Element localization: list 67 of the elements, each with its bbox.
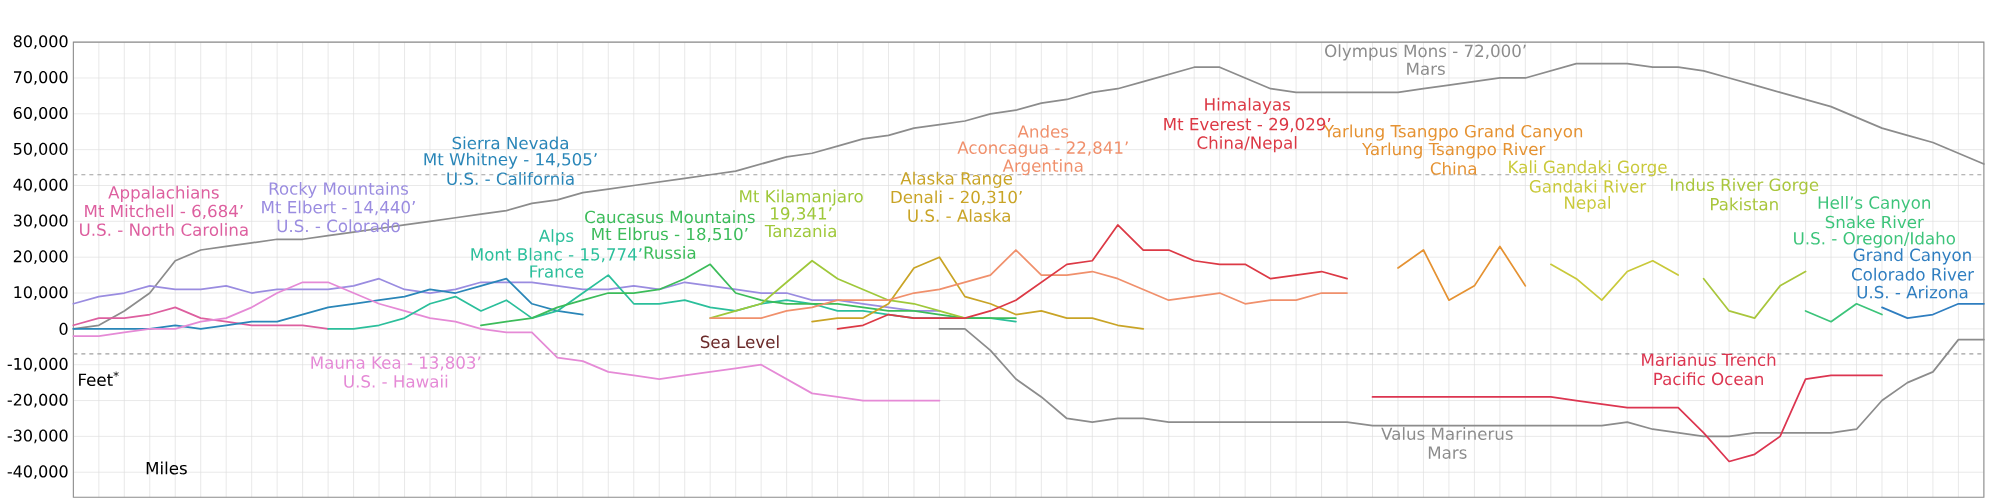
annotation: Nepal — [1565, 195, 1611, 213]
annotation: Caucasus Mountains — [585, 210, 755, 224]
annotation: Grand Canyon — [1853, 248, 1971, 265]
y-tick-label: 10,000 — [14, 286, 68, 300]
annotation: Rocky Mountains — [269, 181, 409, 199]
line-series — [1804, 302, 1883, 323]
annotation: Aconcagua - 22,841’ — [957, 141, 1128, 158]
annotation: Mt Elbrus - 18,510’ — [592, 227, 748, 242]
annotation: Marianus Trench — [1642, 353, 1776, 367]
annotation: Tanzania — [764, 224, 836, 238]
line-series — [1881, 302, 1985, 319]
annotation: Mars — [1428, 446, 1467, 459]
annotation: U.S. - Oregon/Idaho — [1794, 231, 1956, 248]
annotation: Kali Gandaki Gorge — [1509, 160, 1667, 177]
annotation: 19,341’ — [771, 207, 832, 222]
y-tick-label: 30,000 — [13, 214, 68, 229]
annotation: Himalayas — [1205, 97, 1291, 114]
y-tick-label: -30,000 — [7, 429, 68, 444]
x-axis-title: Miles — [146, 461, 187, 475]
y-tick-label: 0 — [59, 322, 68, 335]
y-tick-label: 70,000 — [13, 71, 68, 85]
annotation: U.S. - Hawaii — [344, 374, 448, 388]
annotation: U.S. - Arizona — [1857, 285, 1968, 299]
annotation: Valus Marinerus — [1381, 427, 1513, 441]
y-tick-label: 20,000 — [13, 250, 68, 265]
annotation: Pacific Ocean — [1654, 372, 1763, 386]
annotation: Hell’s Canyon — [1818, 195, 1931, 213]
annotation: U.S. - Alaska — [908, 209, 1010, 222]
y-tick-label: 80,000 — [13, 35, 68, 49]
annotation: China — [1430, 161, 1476, 175]
y-tick-label: 40,000 — [13, 178, 68, 193]
annotation: Mt Mitchell - 6,684’ — [85, 204, 243, 220]
line-series — [811, 256, 1145, 330]
annotation: U.S. - California — [447, 172, 574, 185]
annotation: Alps — [538, 229, 574, 246]
line-series — [1397, 245, 1527, 302]
y-tick-label: -40,000 — [7, 465, 68, 480]
annotation: U.S. - North Carolina — [80, 223, 248, 236]
annotation: Snake River — [1825, 215, 1924, 229]
annotation: Andes — [1017, 124, 1069, 138]
annotation: Denali - 20,310’ — [891, 190, 1022, 205]
annotation: Sierra Nevada — [452, 136, 568, 150]
annotation: Indus River Gorge — [1671, 178, 1819, 195]
annotation: Mont Blanc - 15,774’ — [471, 247, 642, 263]
annotation: U.S. - Colorado — [277, 219, 400, 233]
y-tick-label: -20,000 — [7, 393, 68, 408]
annotation: Mt Kilamanjaro — [740, 189, 863, 206]
annotation: Mt Whitney - 14,505’ — [424, 152, 597, 169]
line-series — [1702, 270, 1807, 319]
annotation: France — [530, 265, 584, 278]
annotation: Sea Level — [700, 335, 779, 349]
annotation: China/Nepal — [1197, 136, 1297, 153]
annotation: Gandaki River — [1529, 179, 1647, 193]
annotation: Appalachians — [108, 185, 219, 202]
y-tick-label: -10,000 — [7, 357, 68, 372]
y-tick-label: 60,000 — [13, 106, 68, 121]
y-tick-label: 50,000 — [13, 142, 68, 157]
annotation: Pakistan — [1711, 197, 1778, 211]
annotation: Colorado River — [1851, 267, 1974, 281]
annotation: Mauna Kea - 13,803’ — [311, 356, 481, 371]
annotation: Mars — [1407, 62, 1445, 76]
y-axis-title: Feet$^{*}$ — [79, 371, 119, 387]
annotation: Mt Elbert - 14,440’ — [262, 200, 415, 216]
line-series — [1549, 259, 1680, 302]
annotation: Olympus Mons - 72,000’ — [1325, 44, 1526, 61]
annotation: Yarlung Tsangpo River — [1361, 142, 1546, 159]
annotation: Russia — [644, 246, 696, 259]
